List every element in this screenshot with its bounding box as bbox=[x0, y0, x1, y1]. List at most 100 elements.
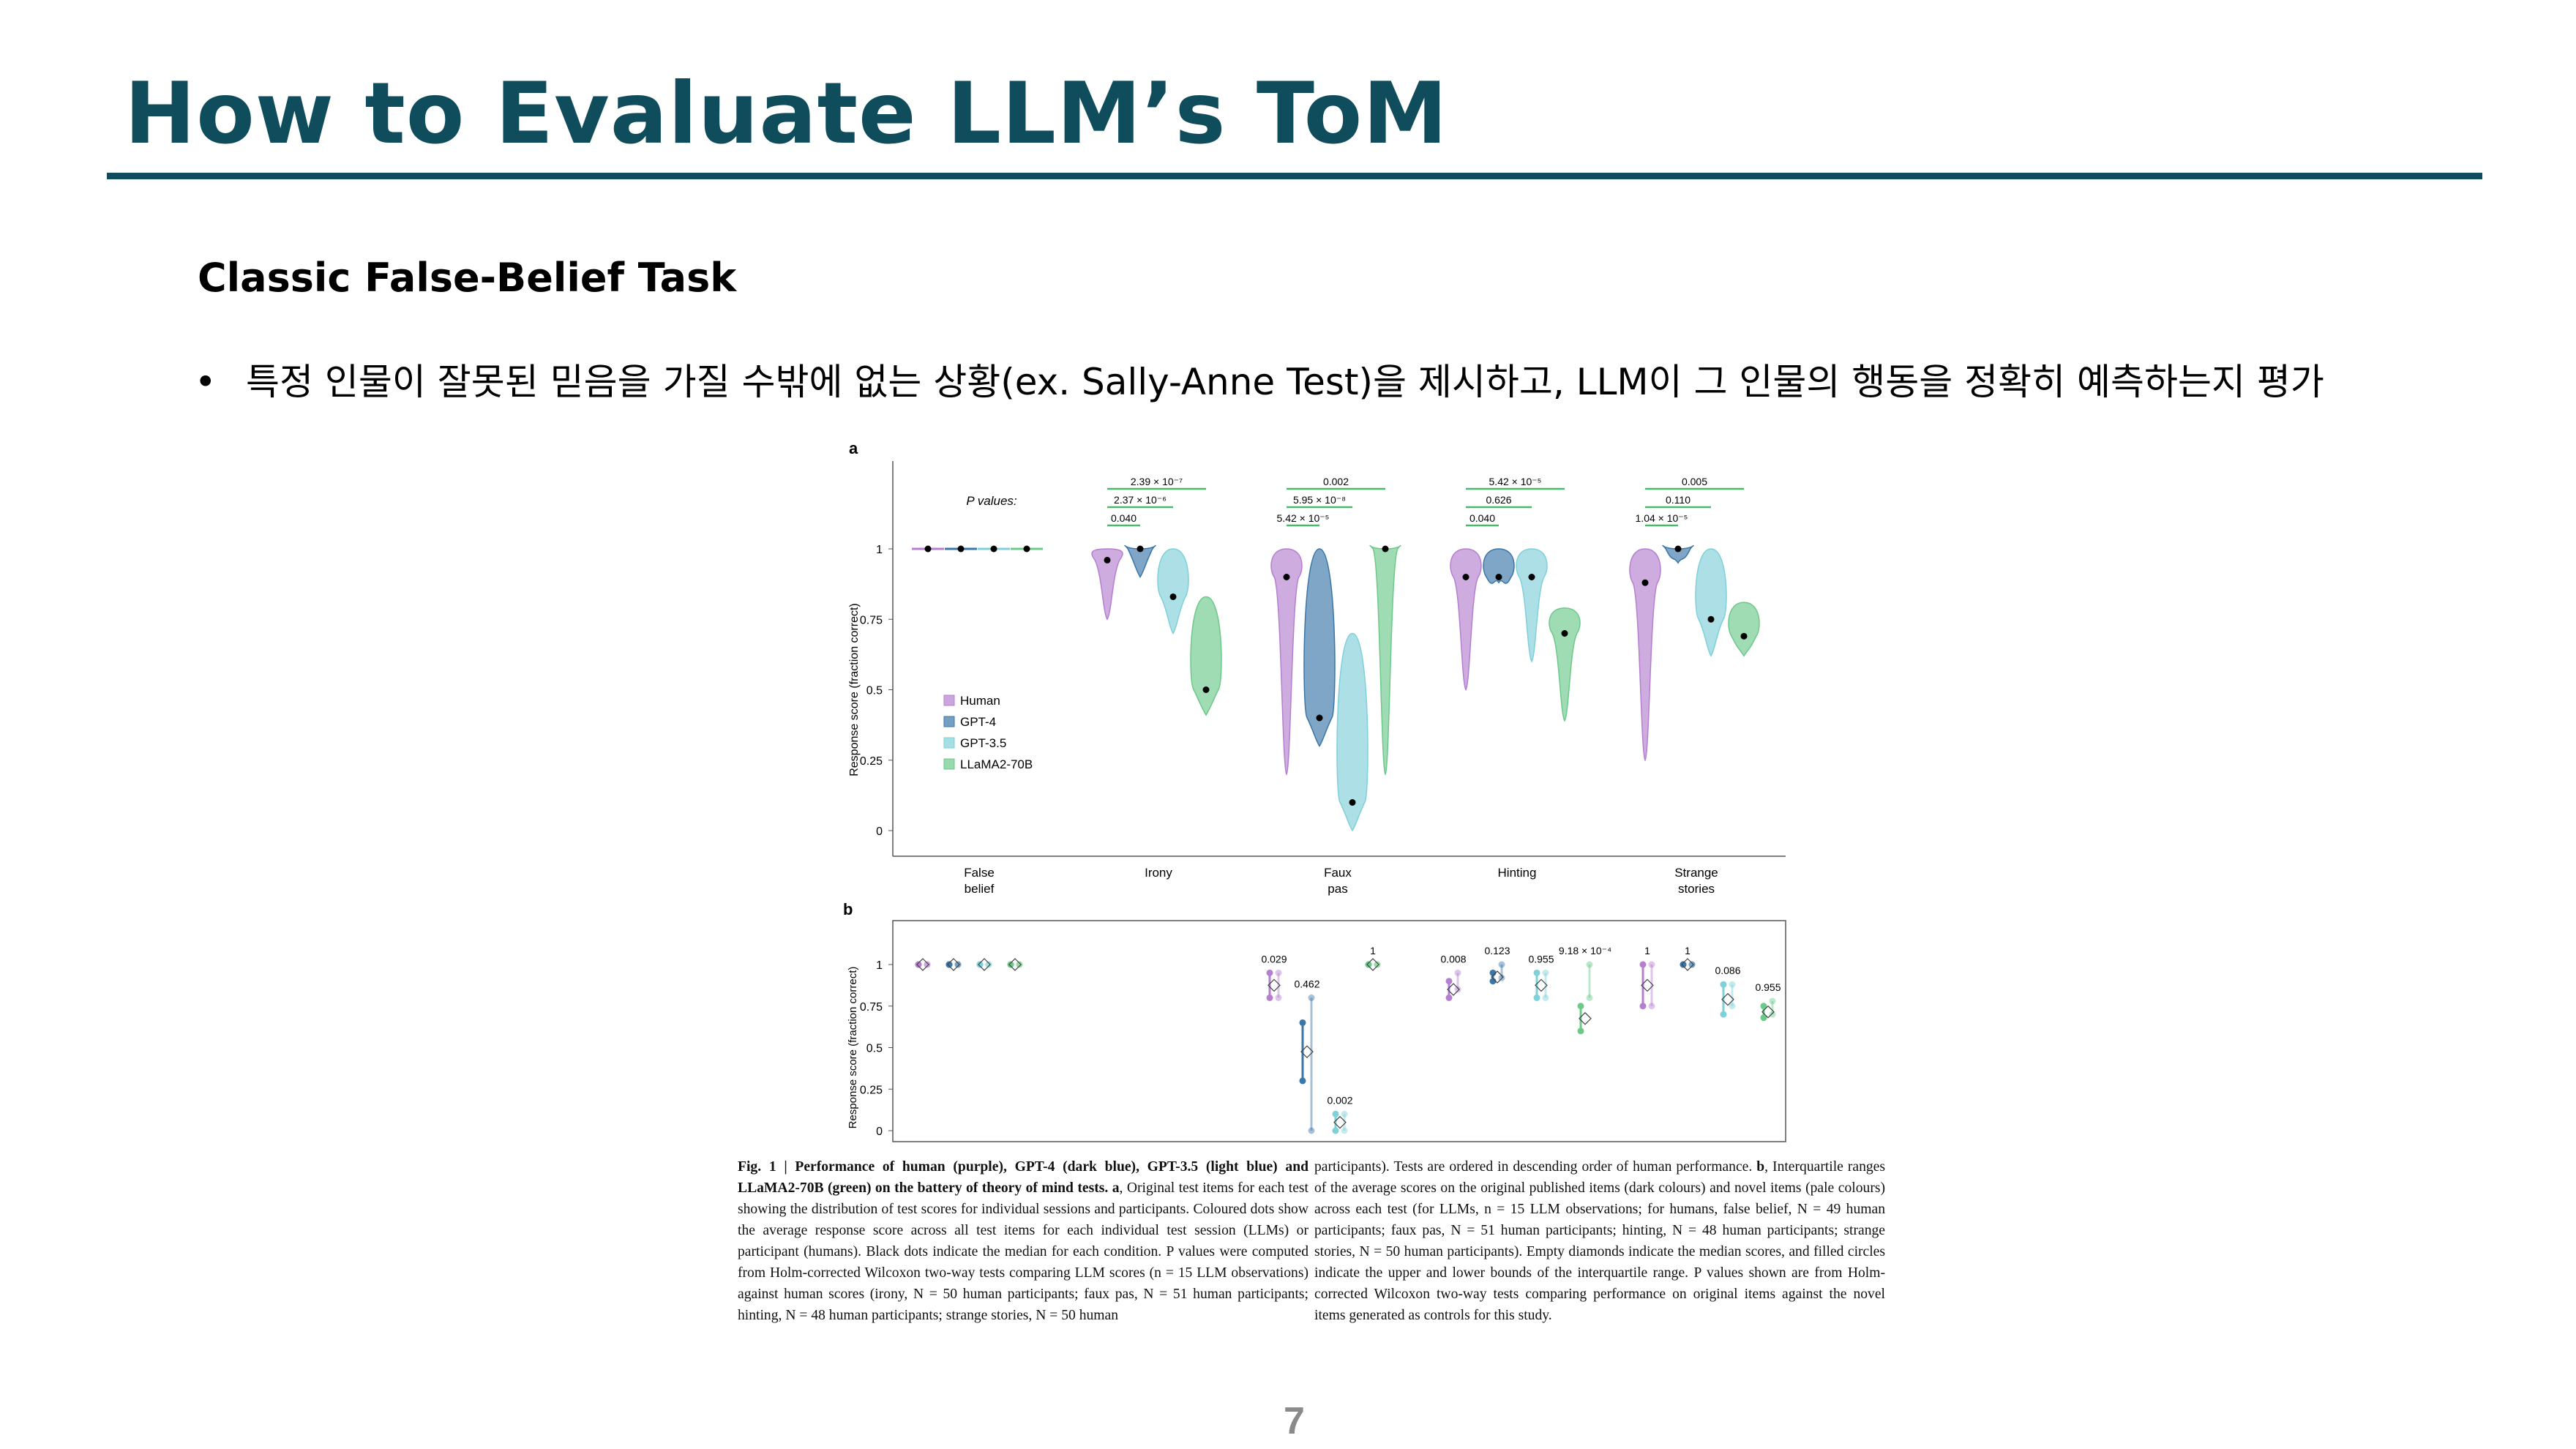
panel-b-frame bbox=[892, 920, 1786, 1142]
legend-entry: Human bbox=[960, 694, 1000, 708]
iqr-bound-novel bbox=[1341, 1110, 1348, 1117]
p-value-b-label: 1 bbox=[1685, 945, 1690, 956]
page-number: 7 bbox=[1284, 1400, 1305, 1442]
iqr-bound-original bbox=[1720, 981, 1727, 988]
violin-shape bbox=[1303, 548, 1336, 747]
iqr-bound-novel bbox=[1498, 961, 1505, 968]
violin-shape bbox=[1369, 544, 1401, 776]
slide-title: How to Evaluate LLM’s ToM bbox=[124, 64, 1448, 163]
median-dot bbox=[1137, 545, 1144, 553]
iqr-bound-novel bbox=[1688, 961, 1696, 968]
panel-a-y-tick-label: 0.25 bbox=[860, 755, 883, 768]
p-value-b-label: 0.008 bbox=[1440, 953, 1466, 965]
caption-right-text: , Interquartile ranges of the average sc… bbox=[1314, 1159, 1885, 1323]
iqr-bound-novel bbox=[1688, 961, 1696, 968]
caption-left-text: , Original test items for each test show… bbox=[738, 1180, 1308, 1323]
iqr-bound-novel bbox=[924, 961, 931, 968]
iqr-bound-novel bbox=[1341, 1127, 1348, 1134]
median-dot bbox=[1169, 593, 1177, 600]
panel-b-y-tick-label: 0 bbox=[876, 1126, 883, 1138]
median-diamond bbox=[1447, 983, 1460, 996]
iqr-bound-novel bbox=[1374, 961, 1381, 968]
iqr-bound-novel bbox=[985, 961, 992, 968]
median-diamond bbox=[978, 958, 991, 971]
iqr-bound-original bbox=[976, 961, 984, 968]
title-underline bbox=[107, 173, 2482, 179]
figure: a Response score (fraction correct) 0 0.25 0… bbox=[732, 432, 1903, 1376]
iqr-bound-novel bbox=[1016, 961, 1023, 968]
panel-a-category-label: Strange bbox=[1674, 866, 1718, 880]
median-dot bbox=[1349, 799, 1356, 806]
median-diamond bbox=[1579, 1011, 1592, 1025]
iqr-bound-novel bbox=[924, 961, 931, 968]
median-diamond bbox=[1366, 958, 1379, 971]
panel-a-y-tick-label: 0.75 bbox=[860, 614, 883, 626]
iqr-bound-original bbox=[1365, 961, 1372, 968]
iqr-bound-novel bbox=[1729, 981, 1736, 988]
iqr-bound-novel bbox=[1769, 1011, 1776, 1018]
median-diamond bbox=[1491, 970, 1504, 984]
panel-b-y-tick-label: 0.25 bbox=[860, 1084, 883, 1096]
iqr-bound-novel bbox=[1454, 969, 1461, 976]
iqr-bound-original bbox=[1680, 961, 1687, 968]
section-heading: Classic False-Belief Task bbox=[198, 255, 737, 301]
median-dot bbox=[990, 545, 997, 553]
p-value-label: 5.42 × 10⁻⁵ bbox=[1489, 476, 1542, 487]
caption-right-bold: b bbox=[1756, 1159, 1765, 1175]
iqr-bound-novel bbox=[985, 961, 992, 968]
iqr-bound-original bbox=[1332, 1110, 1339, 1117]
median-dot bbox=[1495, 574, 1502, 580]
iqr-bound-original bbox=[1760, 1014, 1767, 1022]
iqr-bound-original bbox=[1639, 961, 1647, 968]
violin-shape bbox=[1516, 548, 1548, 663]
iqr-bound-novel bbox=[1016, 961, 1023, 968]
median-dot bbox=[1283, 574, 1290, 580]
p-value-b-label: 1 bbox=[1644, 945, 1650, 956]
p-value-label: 5.95 × 10⁻⁸ bbox=[1293, 494, 1346, 506]
iqr-bound-novel bbox=[1308, 994, 1315, 1001]
iqr-bound-original bbox=[1577, 1003, 1584, 1010]
iqr-bound-original bbox=[1639, 1003, 1647, 1010]
p-value-label: 0.040 bbox=[1111, 512, 1137, 524]
p-value-b-label: 0.086 bbox=[1715, 965, 1740, 976]
panel-a-category-label: stories bbox=[1678, 882, 1715, 896]
p-value-b-label: 0.123 bbox=[1484, 945, 1510, 956]
violin-shape bbox=[1124, 544, 1156, 578]
p-value-label: 2.37 × 10⁻⁶ bbox=[1114, 494, 1167, 506]
panel-b-y-label: Response score (fraction correct) bbox=[847, 967, 859, 1129]
median-dot bbox=[957, 545, 965, 553]
panel-a-category-label: Hinting bbox=[1498, 866, 1537, 880]
iqr-bound-novel bbox=[1542, 969, 1549, 976]
legend-swatch bbox=[943, 716, 955, 727]
legend-entry: GPT-3.5 bbox=[960, 736, 1006, 750]
bullet-item: • 특정 인물이 잘못된 믿음을 가질 수밖에 없는 상황(ex. Sally-A… bbox=[195, 353, 2324, 405]
median-diamond bbox=[1721, 992, 1734, 1006]
panel-a-y-tick-label: 0 bbox=[876, 825, 883, 838]
iqr-bound-original bbox=[1760, 1003, 1767, 1010]
iqr-bound-original bbox=[1266, 994, 1273, 1001]
iqr-bound-original bbox=[1332, 1127, 1339, 1134]
p-value-b-label: 9.18 × 10⁻⁴ bbox=[1559, 945, 1611, 956]
iqr-bound-novel bbox=[1498, 974, 1505, 981]
panel-b-y-tick-label: 0.75 bbox=[860, 1001, 883, 1014]
iqr-bound-novel bbox=[1275, 994, 1282, 1001]
iqr-bound-novel bbox=[1275, 969, 1282, 976]
violin-shape bbox=[1728, 602, 1760, 657]
caption-right-intro: participants). Tests are ordered in desc… bbox=[1314, 1159, 1753, 1175]
p-value-b-label: 1 bbox=[1370, 945, 1376, 956]
violin-shape bbox=[1270, 548, 1303, 776]
median-diamond bbox=[1268, 978, 1281, 992]
panel-b-y-tick-label: 1 bbox=[876, 959, 883, 972]
iqr-bound-original bbox=[1299, 1019, 1306, 1026]
panel-a-category-label: Faux bbox=[1324, 866, 1352, 880]
median-diamond bbox=[1300, 1045, 1314, 1059]
median-diamond bbox=[1681, 958, 1694, 971]
median-dot bbox=[1707, 615, 1715, 623]
legend-entry: GPT-4 bbox=[960, 715, 996, 729]
iqr-bound-original bbox=[1533, 994, 1540, 1001]
iqr-bound-original bbox=[946, 961, 953, 968]
violin-shape bbox=[1190, 596, 1222, 716]
iqr-bound-novel bbox=[1769, 997, 1776, 1005]
p-value-b-label: 0.002 bbox=[1327, 1094, 1352, 1106]
p-value-label: 0.005 bbox=[1682, 476, 1707, 487]
